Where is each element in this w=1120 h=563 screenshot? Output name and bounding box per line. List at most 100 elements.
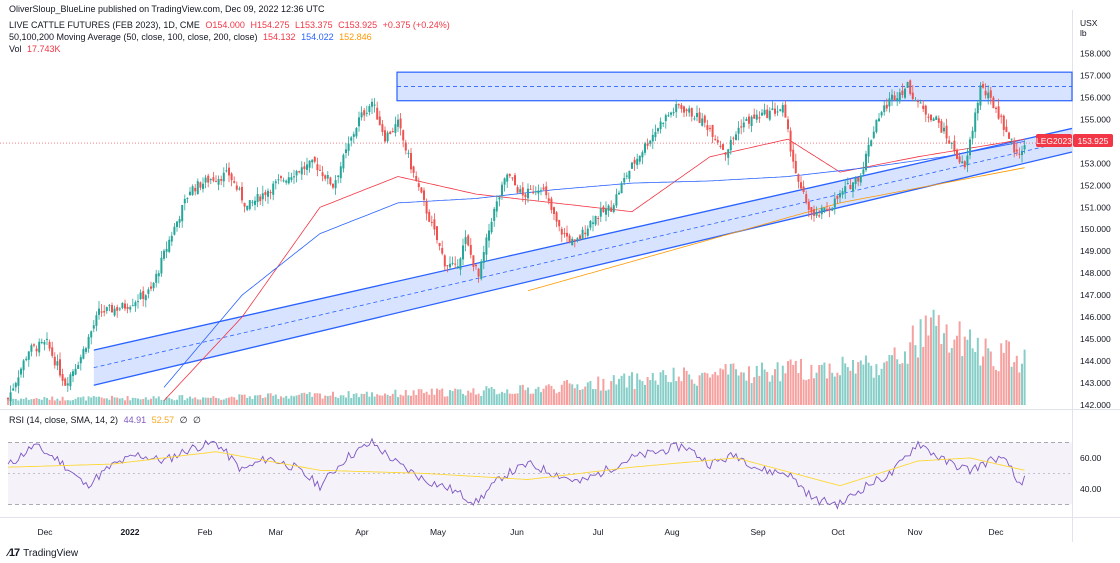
volume-bar — [976, 337, 979, 405]
volume-bar — [641, 381, 644, 405]
candle-body — [22, 360, 25, 371]
candle-body — [979, 85, 982, 106]
ma-legend[interactable]: 50,100,200 Moving Average (50, close, 10… — [9, 32, 375, 42]
volume-bar — [220, 399, 223, 405]
volume-bar — [407, 395, 410, 405]
candle-body — [1023, 145, 1026, 150]
volume-bar — [657, 384, 659, 405]
candle-body — [261, 193, 264, 200]
candle-body — [937, 118, 940, 123]
candle-body — [690, 108, 693, 117]
candle-body — [105, 306, 108, 312]
candle-body — [386, 132, 389, 142]
volume-bar — [948, 352, 951, 405]
last-price-label: 153.925 — [1078, 136, 1109, 146]
candle-body — [168, 239, 171, 252]
candle-body — [930, 114, 932, 121]
volume-bar — [280, 396, 282, 405]
volume-bar — [82, 396, 85, 405]
candle-body — [48, 341, 51, 349]
tradingview-logo[interactable]: ⁄17 TradingView — [8, 547, 78, 559]
candle-body — [40, 342, 43, 344]
candle-body — [332, 183, 334, 188]
candle-body — [300, 167, 303, 175]
candle-body — [74, 368, 77, 375]
price-tick-label: 145.000 — [1080, 334, 1111, 344]
candle-body — [615, 194, 618, 206]
volume-bar — [386, 394, 389, 405]
candle-body — [987, 92, 990, 99]
candle-body — [150, 286, 152, 289]
candle-body — [181, 204, 184, 222]
candle-body — [636, 158, 639, 165]
candle-body — [945, 125, 948, 139]
candle-body — [131, 305, 134, 307]
candle-body — [254, 200, 256, 205]
candle-body — [46, 338, 48, 340]
price-tick-label: 143.000 — [1080, 378, 1111, 388]
candle-body — [79, 357, 82, 364]
volume-bar — [212, 396, 215, 405]
volume-bar — [443, 396, 446, 405]
candle-body — [797, 174, 800, 182]
volume-bar — [477, 393, 480, 405]
candle-body — [909, 80, 912, 94]
rsi-legend[interactable]: RSI (14, close, SMA, 14, 2) 44.91 52.57 … — [9, 415, 204, 425]
candle-body — [165, 248, 168, 252]
volume-bar — [402, 395, 405, 405]
volume-bar — [761, 362, 763, 405]
candle-body — [976, 102, 979, 114]
candle-body — [950, 142, 953, 144]
candle-body — [410, 153, 412, 170]
volume-bar — [618, 378, 620, 405]
candle-body — [1018, 153, 1021, 155]
volume-bar — [547, 384, 550, 405]
volume-bar — [937, 315, 940, 405]
volume-bar — [924, 315, 927, 405]
candle-body — [111, 305, 113, 313]
candle-body — [436, 226, 438, 241]
candle-body — [867, 144, 870, 157]
volume-bar — [326, 396, 329, 405]
candle-body — [152, 282, 155, 289]
candle-body — [456, 266, 459, 268]
symbol-legend[interactable]: LIVE CATTLE FUTURES (FEB 2023), 1D, CME … — [9, 20, 453, 30]
candle-body — [870, 140, 873, 147]
volume-bar — [100, 397, 103, 405]
candle-body — [1000, 115, 1003, 117]
price-tick-label: 142.000 — [1080, 400, 1111, 410]
volume-bar — [935, 325, 938, 405]
rsi-ma-line — [7, 451, 1025, 487]
candle-body — [215, 181, 217, 183]
volume-bar — [35, 398, 38, 405]
volume-bar — [961, 356, 964, 405]
candle-body — [69, 374, 72, 387]
candle-body — [558, 220, 561, 227]
volume-bar — [412, 390, 415, 405]
candle-body — [740, 126, 743, 128]
volume-bar — [25, 397, 28, 405]
candle-body — [984, 90, 987, 96]
candle-body — [800, 182, 802, 189]
volume-bar — [771, 375, 774, 405]
volume-bar — [251, 399, 254, 405]
volume-bar — [888, 355, 891, 405]
candle-body — [693, 118, 696, 120]
volume-bar — [862, 364, 865, 405]
volume-legend[interactable]: Vol 17.743K — [9, 44, 64, 54]
candle-body — [204, 177, 207, 183]
price-tick-label: 148.000 — [1080, 268, 1111, 278]
candle-body — [932, 118, 935, 121]
volume-bar — [820, 364, 823, 405]
candle-body — [267, 190, 269, 197]
symbol-tag: LEG2023 — [1036, 136, 1072, 146]
volume-bar — [319, 393, 321, 405]
candle-body — [238, 188, 241, 190]
volume-bar — [259, 394, 262, 405]
volume-bar — [818, 365, 821, 405]
candle-body — [176, 221, 178, 228]
price-tick-label: 151.000 — [1080, 202, 1111, 212]
candle-body — [826, 209, 828, 211]
candle-body — [672, 112, 675, 114]
